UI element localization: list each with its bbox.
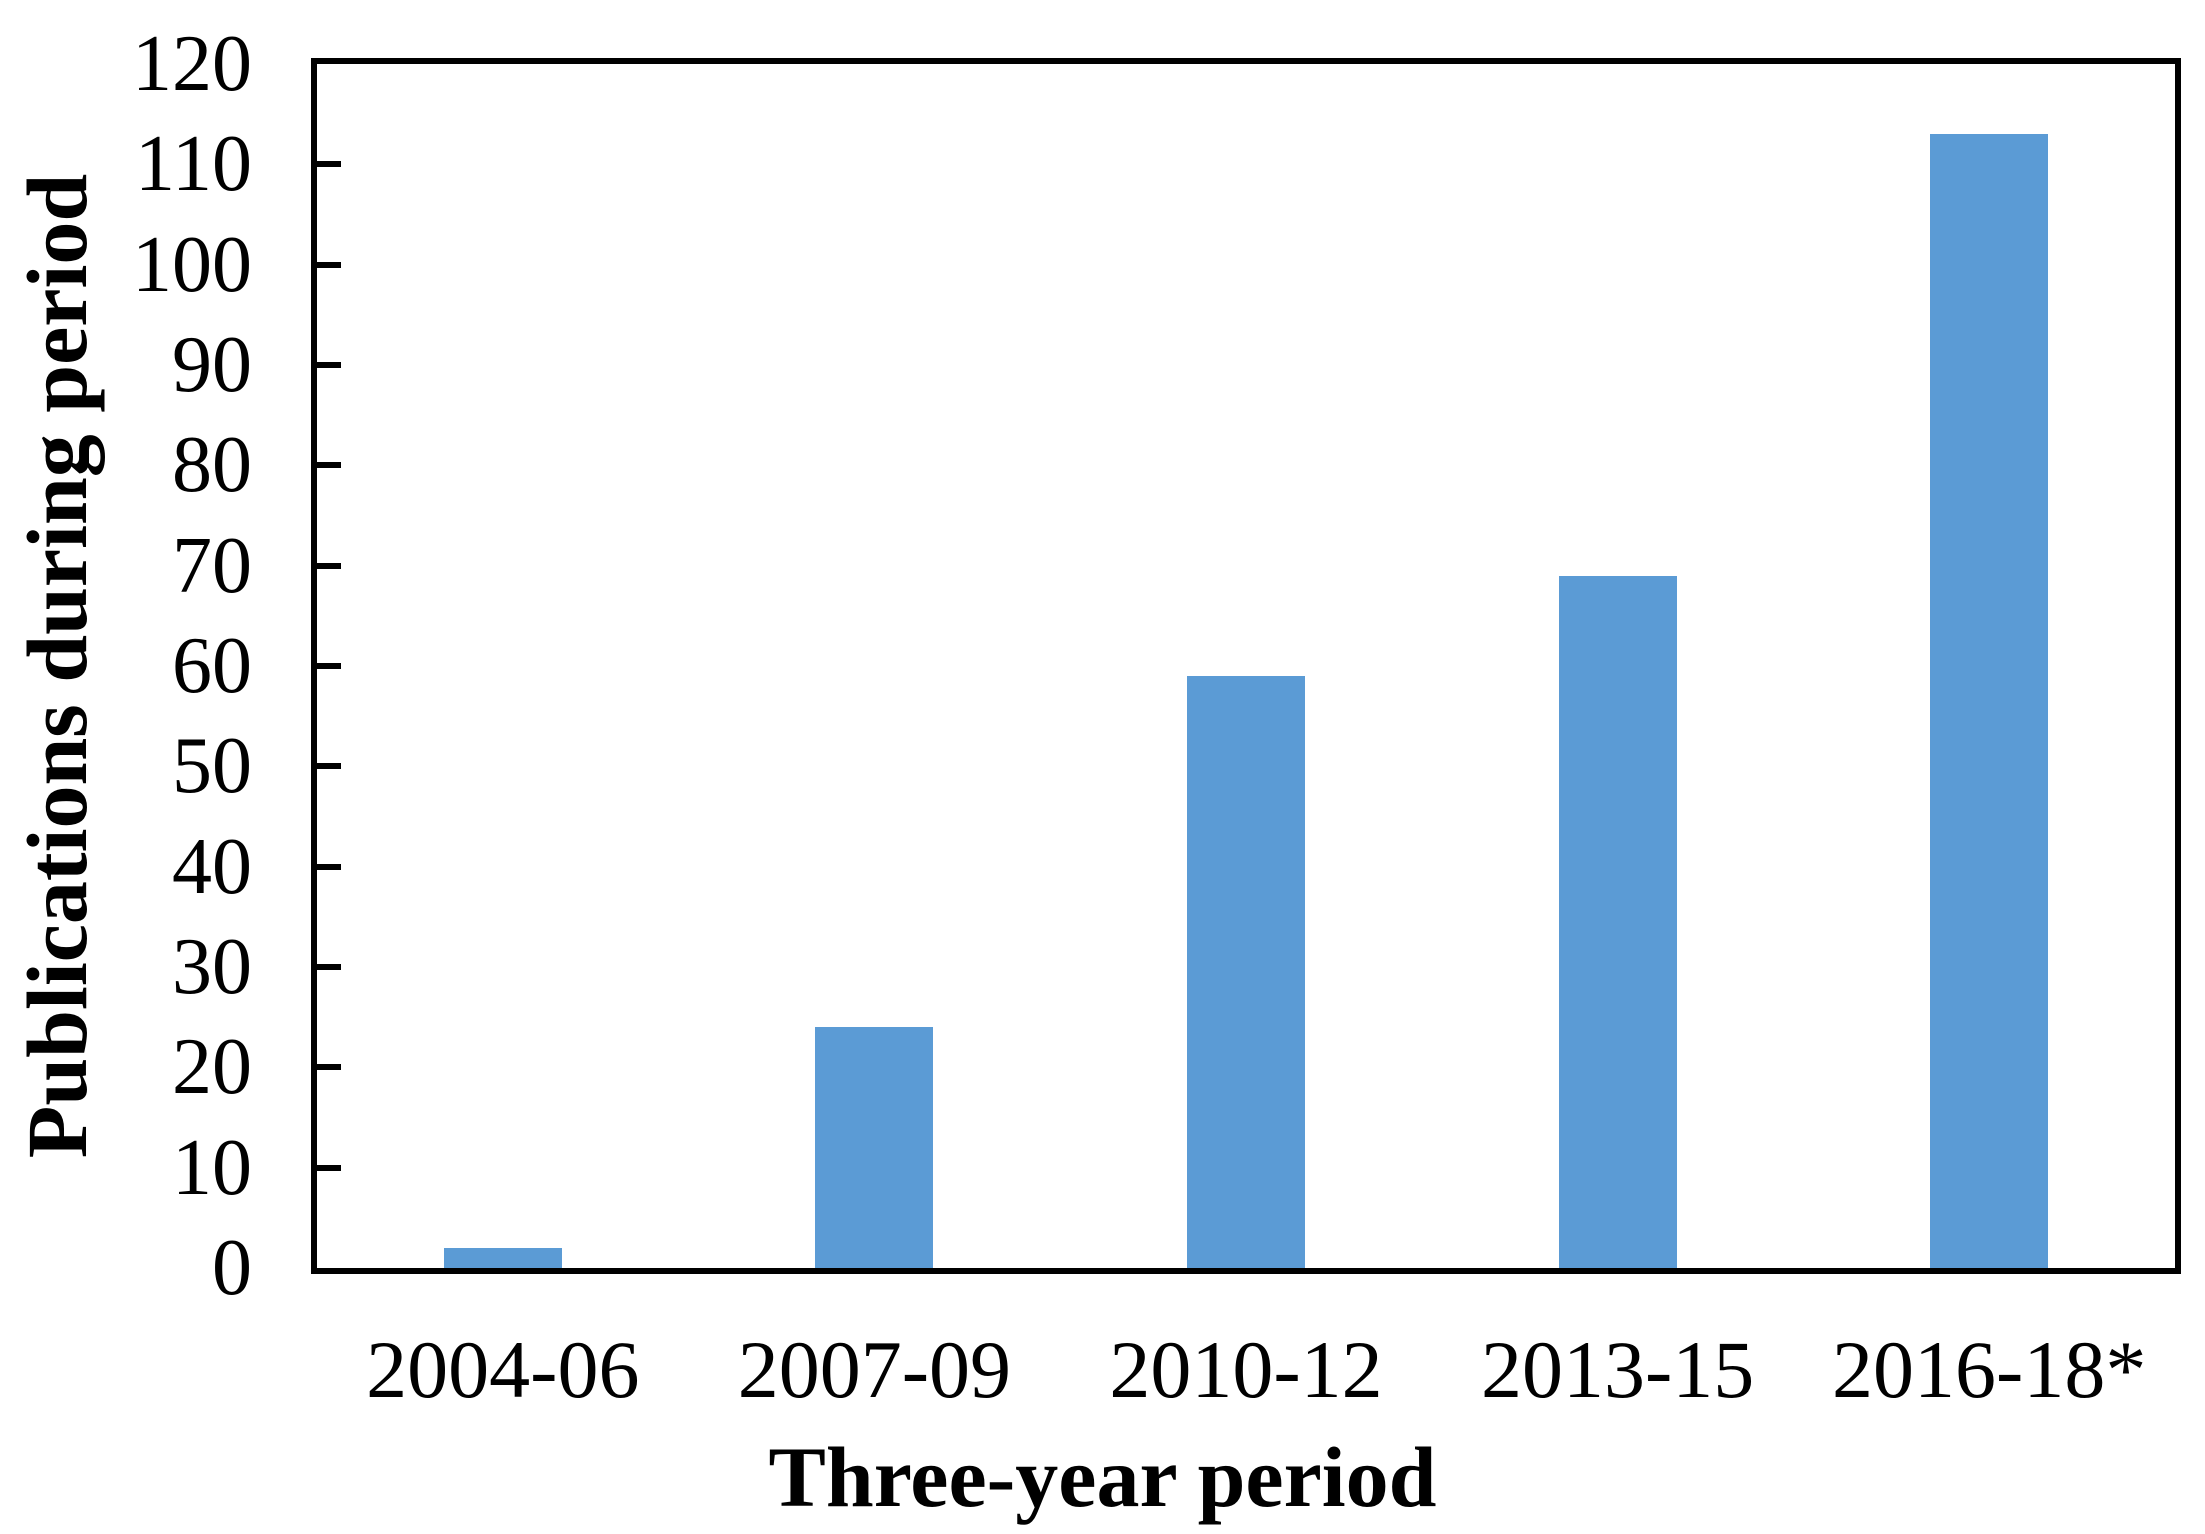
y-tick-mark-30 [317,964,341,970]
y-tick-label-50: 50 [172,722,252,811]
y-tick-label-110: 110 [134,120,252,209]
y-tick-label-20: 20 [172,1023,252,1112]
x-tick-label-2004-06: 2004-06 [366,1324,640,1415]
y-tick-label-70: 70 [172,521,252,610]
bar-2010-12 [1187,676,1305,1268]
y-tick-label-40: 40 [172,822,252,911]
bar-2007-09 [815,1027,934,1268]
y-tick-label-120: 120 [132,20,252,108]
y-tick-mark-70 [317,562,341,569]
plot-area [311,58,2181,1274]
bar-2016-18* [1930,134,2049,1268]
y-tick-mark-60 [317,663,341,669]
y-tick-label-10: 10 [172,1123,252,1212]
y-tick-mark-50 [317,763,341,770]
bar-2013-15 [1558,575,1677,1268]
y-tick-mark-90 [317,362,341,368]
y-tick-mark-40 [317,863,341,870]
x-tick-label-2013-15: 2013-15 [1480,1324,1755,1415]
y-tick-mark-100 [317,261,341,268]
y-tick-label-100: 100 [132,220,252,309]
y-tick-label-90: 90 [172,321,252,409]
x-tick-label-2016-18*: 2016-18* [1832,1324,2147,1415]
y-tick-mark-20 [317,1064,341,1071]
y-tick-mark-10 [317,1164,341,1171]
x-axis-title: Three-year period [768,1429,1437,1525]
y-tick-mark-80 [317,462,341,469]
bar-2004-06 [443,1247,562,1268]
x-tick-label-2007-09: 2007-09 [737,1324,1012,1415]
y-tick-label-80: 80 [172,421,252,510]
y-tick-label-30: 30 [172,923,252,1011]
y-tick-label-0: 0 [212,1224,252,1312]
y-tick-label-60: 60 [172,622,252,710]
y-tick-mark-110 [317,161,341,168]
x-tick-label-2010-12: 2010-12 [1109,1324,1383,1415]
